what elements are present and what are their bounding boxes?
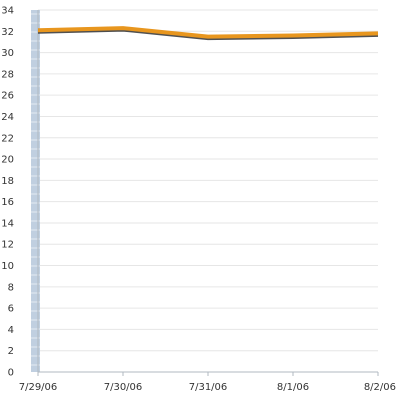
y-tick-label: 4	[8, 325, 14, 336]
x-tick-label: 7/31/06	[189, 382, 228, 393]
y-tick-label: 26	[1, 91, 14, 102]
y-tick-label: 22	[1, 133, 14, 144]
x-tick-labels: 7/29/06 7/30/06 7/31/06 8/1/06 8/2/06	[19, 382, 396, 393]
axes	[37, 10, 379, 376]
y-tick-label: 12	[1, 240, 14, 251]
y-tick-label: 18	[1, 176, 14, 187]
x-tick-label: 8/1/06	[277, 382, 309, 393]
y-tick-label: 6	[8, 304, 14, 315]
y-tick-label: 30	[1, 48, 14, 59]
x-tick-label: 7/30/06	[104, 382, 143, 393]
y-tick-label: 20	[1, 155, 14, 166]
y-tick-label: 34	[1, 6, 14, 17]
series-layer	[37, 26, 379, 41]
y-tick-label: 16	[1, 197, 14, 208]
x-tick-label: 8/2/06	[364, 382, 396, 393]
highlight-band-layer	[31, 10, 40, 372]
y-tick-label: 28	[1, 69, 14, 80]
y-tick-label: 24	[1, 112, 14, 123]
y-tick-label: 32	[1, 27, 14, 38]
y-tick-label: 2	[8, 346, 14, 357]
y-tick-label: 14	[1, 218, 14, 229]
grid-lines	[38, 9, 378, 373]
y-tick-label: 0	[8, 368, 14, 379]
highlight-band	[31, 10, 40, 372]
y-tick-label: 10	[1, 261, 14, 272]
x-tick-label: 7/29/06	[19, 382, 58, 393]
y-tick-label: 8	[8, 282, 14, 293]
